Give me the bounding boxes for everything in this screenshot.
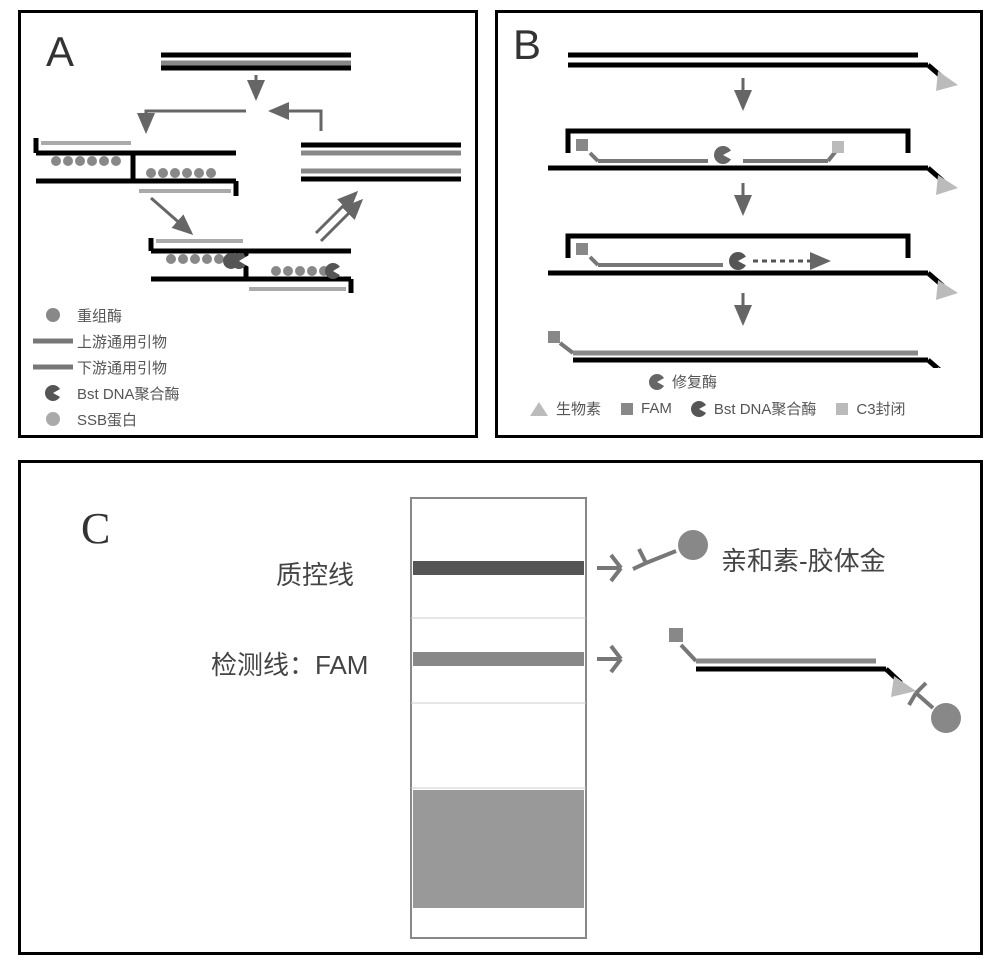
legend-label: C3封闭 (856, 398, 905, 419)
panel-a: A (18, 10, 478, 438)
c3-block-icon (834, 401, 850, 417)
legend-label: 修复酶 (672, 371, 717, 392)
legend-downstream-primer: 下游通用引物 (29, 355, 180, 379)
bst-polymerase-icon (29, 384, 77, 402)
legend-bst: Bst DNA聚合酶 (690, 398, 817, 419)
b-row4 (548, 331, 958, 368)
panel-b: B (495, 10, 983, 438)
legend-c3-block: C3封闭 (834, 398, 905, 419)
diagram-container: A (0, 0, 1000, 973)
sample-pad (413, 790, 584, 908)
b-row3 (548, 236, 958, 300)
legend-recomb-enzyme: 重组酶 (29, 303, 180, 327)
fam-square-icon (669, 628, 683, 642)
biotin-icon (528, 400, 550, 418)
fam-icon (619, 401, 635, 417)
downstream-primer-icon (29, 363, 77, 371)
right-dsdna (301, 145, 461, 179)
legend-upstream-primer: 上游通用引物 (29, 329, 180, 353)
legend-label: 生物素 (556, 398, 601, 419)
control-line-band (413, 561, 584, 575)
b-row1 (568, 55, 958, 91)
recomb-enzyme-icon (29, 306, 77, 324)
panel-a-diagram (21, 13, 481, 303)
legend-label: Bst DNA聚合酶 (714, 398, 817, 419)
legend-fam: FAM (619, 400, 672, 417)
antibody-control (597, 530, 708, 581)
ssb-protein-icon (29, 410, 77, 428)
gold-particle-icon (931, 703, 961, 733)
legend-label: 上游通用引物 (77, 331, 167, 352)
legend-label: FAM (641, 400, 672, 417)
upstream-primer-icon (29, 337, 77, 345)
biotin-triangle-icon (891, 676, 916, 697)
repair-enzyme-icon (648, 373, 666, 391)
b-row2 (548, 131, 958, 195)
legend-label: SSB蛋白 (77, 409, 137, 430)
bottom-complex (151, 238, 351, 293)
legend-biotin: 生物素 (528, 398, 601, 419)
legend-bst-polymerase: Bst DNA聚合酶 (29, 381, 180, 405)
labeled-amplicon (669, 628, 961, 733)
gold-particle-icon (678, 530, 708, 560)
legend-a: 重组酶 上游通用引物 下游通用引物 Bst DNA聚合酶 SSB蛋白 (29, 303, 180, 433)
arrow-branch-left (146, 111, 246, 131)
panel-b-diagram (498, 13, 986, 368)
top-dsdna (161, 55, 351, 68)
legend-label: 重组酶 (77, 305, 122, 326)
legend-label: 下游通用引物 (77, 357, 167, 378)
legend-repair-enzyme: 修复酶 (648, 371, 717, 392)
left-complex (36, 138, 236, 196)
panel-c-diagram (21, 463, 986, 958)
antibody-test-left (597, 646, 621, 672)
test-line-band (413, 652, 584, 666)
panel-c: C 质控线 检测线：FAM 亲和素-胶体金 (18, 460, 983, 955)
legend-b: 修复酶 生物素 FAM Bst DNA聚合酶 C3封闭 (648, 371, 924, 419)
legend-ssb-protein: SSB蛋白 (29, 407, 180, 431)
arrow-branch-right (271, 111, 321, 131)
biotin-icon (936, 71, 958, 91)
arrow-left-down (151, 198, 191, 233)
bst-icon (690, 400, 708, 418)
legend-label: Bst DNA聚合酶 (77, 383, 180, 404)
